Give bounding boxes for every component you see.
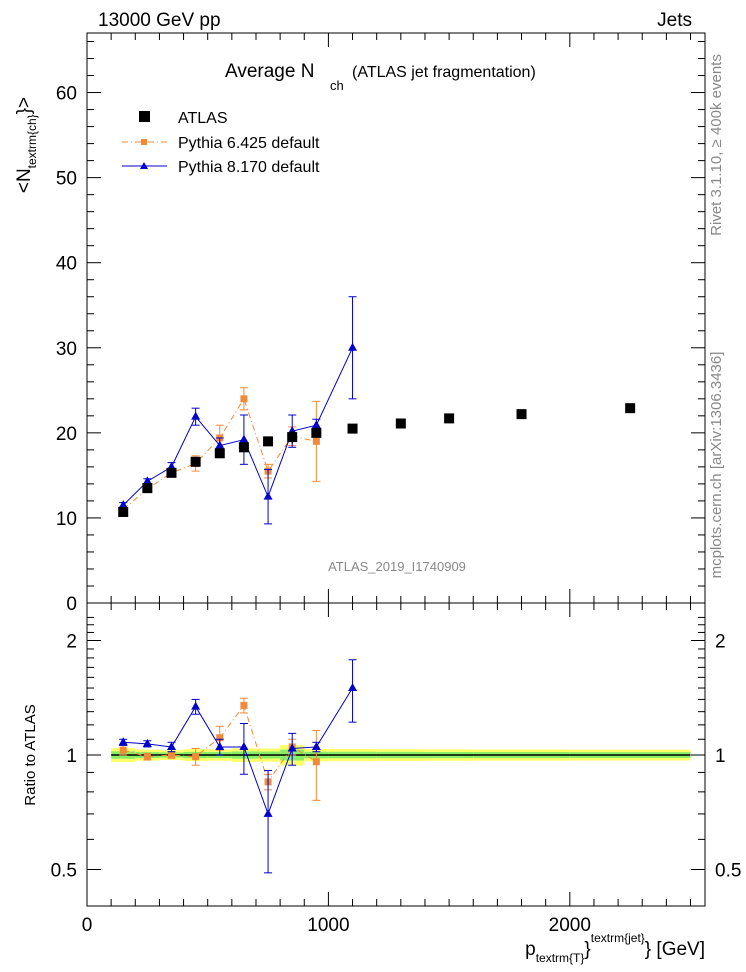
pythia8-point bbox=[239, 434, 249, 443]
mcplots-label: mcplots.cern.ch [arXiv:1306.3436] bbox=[708, 352, 725, 579]
legend-label-pythia6: Pythia 6.425 default bbox=[178, 135, 320, 152]
ratio-pythia6-point bbox=[167, 751, 175, 759]
x-axis-title-sub: textrm{T} bbox=[536, 951, 585, 965]
atlas-point bbox=[311, 427, 322, 438]
atlas-point bbox=[142, 483, 153, 494]
atlas-point bbox=[516, 409, 527, 420]
pythia6-point bbox=[312, 437, 320, 445]
ratio-pythia8-line bbox=[123, 687, 353, 816]
ratio-pythia6-point bbox=[216, 734, 224, 742]
atlas-series bbox=[118, 403, 636, 517]
main-y-tick-label: 10 bbox=[56, 509, 77, 530]
legend-label-atlas: ATLAS bbox=[178, 110, 228, 127]
pythia8-point bbox=[118, 500, 128, 509]
y-axis-title-sub: textrm{ch} bbox=[25, 114, 39, 168]
x-tick-label: 2000 bbox=[549, 915, 591, 936]
y-axis-title: <Ntextrm{ch}}> bbox=[14, 97, 39, 193]
legend-marker-pythia8 bbox=[140, 162, 148, 169]
atlas-point bbox=[190, 456, 201, 467]
y-axis-title-post: }> bbox=[14, 97, 35, 114]
ratio-y-tick-label: 1 bbox=[66, 746, 77, 767]
ratio-pythia6-point bbox=[143, 753, 151, 761]
x-axis-title-mid: } bbox=[584, 939, 590, 960]
ratio-pythia8-series bbox=[118, 659, 358, 874]
ratio-pythia8-point bbox=[215, 741, 225, 750]
atlas-point bbox=[444, 413, 455, 424]
process-label: Jets bbox=[657, 10, 692, 31]
ratio-pythia8-point bbox=[142, 738, 152, 747]
svg-text:<Ntextrm{ch}}>: <Ntextrm{ch}}> bbox=[14, 97, 39, 193]
rivet-text: Rivet 3.1.10, ≥ 400k events bbox=[708, 54, 725, 236]
ratio-pythia6-point bbox=[312, 758, 320, 766]
main-y-tick-label: 40 bbox=[56, 254, 77, 275]
pythia8-line bbox=[122, 347, 353, 506]
ratio-pythia6-point bbox=[119, 746, 127, 754]
legend-marker-pythia6 bbox=[141, 139, 147, 145]
ratio-y-axis-label: Ratio to ATLAS bbox=[22, 704, 39, 805]
x-axis-title-sup: textrm{jet} bbox=[591, 931, 645, 945]
pythia8-point bbox=[348, 342, 358, 351]
ratio-pythia8-point bbox=[191, 701, 201, 710]
atlas-point bbox=[238, 442, 249, 453]
x-axis-title-post: } [GeV] bbox=[645, 939, 705, 960]
atlas-point bbox=[347, 423, 358, 434]
title-main: Average N bbox=[225, 61, 314, 82]
atlas-point bbox=[166, 467, 177, 478]
pythia8-point bbox=[311, 420, 321, 429]
pythia8-series bbox=[118, 296, 358, 525]
ratio-pythia8-point bbox=[287, 743, 297, 752]
ratio-pythia6-point bbox=[192, 753, 200, 761]
title-subscript: ch bbox=[330, 78, 344, 93]
ratio-y-tick-label-right: 1 bbox=[715, 746, 726, 767]
ratio-y-tick-label-right: 2 bbox=[715, 632, 726, 653]
title-suffix: (ATLAS jet fragmentation) bbox=[352, 64, 536, 81]
pythia6-point bbox=[240, 395, 248, 403]
main-y-tick-label: 60 bbox=[56, 84, 77, 105]
mcplots-text: mcplots.cern.ch [arXiv:1306.3436] bbox=[708, 352, 725, 579]
y-axis-title-pre: <N bbox=[14, 168, 35, 193]
pythia8-point bbox=[142, 476, 152, 485]
ratio-pythia6-series bbox=[119, 697, 321, 801]
rivet-label: Rivet 3.1.10, ≥ 400k events bbox=[708, 54, 725, 236]
legend-label-pythia8: Pythia 8.170 default bbox=[178, 159, 320, 176]
ratio-y-axis-title: Ratio to ATLAS bbox=[22, 704, 39, 805]
x-axis-title-pre: p bbox=[525, 939, 536, 960]
ratio-pythia8-point bbox=[166, 741, 176, 750]
atlas-point bbox=[395, 418, 406, 429]
x-axis-title: ptextrm{T}}textrm{jet}} [GeV] bbox=[525, 931, 705, 965]
pythia8-point bbox=[191, 411, 201, 420]
atlas-point bbox=[263, 436, 274, 447]
main-y-tick-label: 0 bbox=[66, 594, 77, 615]
main-y-tick-label: 50 bbox=[56, 169, 77, 190]
pythia8-point bbox=[263, 491, 273, 500]
ratio-pythia8-point bbox=[118, 737, 128, 746]
collision-label: 13000 GeV pp bbox=[98, 10, 221, 31]
ratio-pythia8-point bbox=[311, 741, 321, 750]
ratio-pythia8-point bbox=[239, 741, 249, 750]
main-y-tick-label: 30 bbox=[56, 339, 77, 360]
ratio-y-tick-label-right: 0.5 bbox=[715, 861, 741, 882]
ratio-pythia6-point bbox=[240, 701, 248, 709]
atlas-point bbox=[214, 448, 225, 459]
ratio-y-tick-label: 2 bbox=[66, 632, 77, 653]
legend: ATLAS Pythia 6.425 default Pythia 8.170 … bbox=[122, 110, 320, 176]
svg-text:ptextrm{T}}textrm{jet}} [GeV]: ptextrm{T}}textrm{jet}} [GeV] bbox=[525, 931, 705, 965]
plot-title: Average N ch (ATLAS jet fragmentation) bbox=[225, 61, 536, 93]
x-tick-label: 0 bbox=[82, 915, 93, 936]
legend-marker-atlas bbox=[139, 111, 150, 122]
atlas-point bbox=[287, 432, 298, 443]
analysis-tag: ATLAS_2019_I1740909 bbox=[328, 559, 466, 574]
ratio-y-tick-label: 0.5 bbox=[51, 861, 77, 882]
atlas-point bbox=[625, 403, 636, 414]
atlas-point bbox=[118, 506, 129, 517]
x-tick-label: 1000 bbox=[307, 915, 349, 936]
pythia8-point bbox=[215, 440, 225, 449]
ratio-pythia8-point bbox=[263, 808, 273, 817]
main-y-tick-label: 20 bbox=[56, 424, 77, 445]
ratio-pythia8-point bbox=[348, 683, 358, 692]
